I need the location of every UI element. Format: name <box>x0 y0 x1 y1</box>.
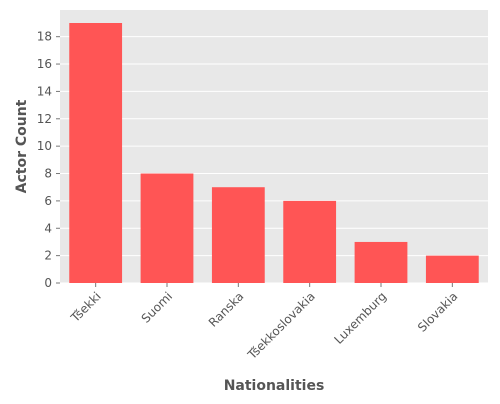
x-tick-label: Slovakia <box>415 289 461 335</box>
bar-5 <box>425 255 479 283</box>
y-tick-label: 2 <box>44 249 52 263</box>
y-tick-label: 8 <box>44 167 52 181</box>
x-tick-label: Luxemburg <box>332 289 390 347</box>
y-tick-label: 10 <box>37 139 52 153</box>
y-tick-label: 16 <box>37 57 52 71</box>
bar-2 <box>211 187 265 283</box>
x-axis-title: Nationalities <box>224 378 325 394</box>
y-tick-label: 6 <box>44 194 52 208</box>
bar-4 <box>354 241 408 283</box>
y-tick-label: 4 <box>44 221 52 235</box>
bar-1 <box>140 173 194 283</box>
grid-lines <box>60 36 488 284</box>
x-tick-label: Tšekki <box>68 289 104 325</box>
x-tick-label: Suomi <box>139 289 175 325</box>
y-tick-label: 18 <box>37 30 52 44</box>
bar-3 <box>283 200 337 283</box>
y-tick-label: 12 <box>37 112 52 126</box>
x-tick-label: Tšekkoslovakia <box>244 289 317 362</box>
bars <box>69 23 479 283</box>
y-tick-label: 14 <box>37 84 52 98</box>
y-axis-title: Actor Count <box>14 99 30 193</box>
y-tick-label: 0 <box>44 276 52 290</box>
bar-0 <box>69 23 123 283</box>
y-axis-ticks: 0 2 4 6 8 10 12 14 16 18 <box>37 30 60 290</box>
x-tick-label: Ranska <box>206 289 247 330</box>
